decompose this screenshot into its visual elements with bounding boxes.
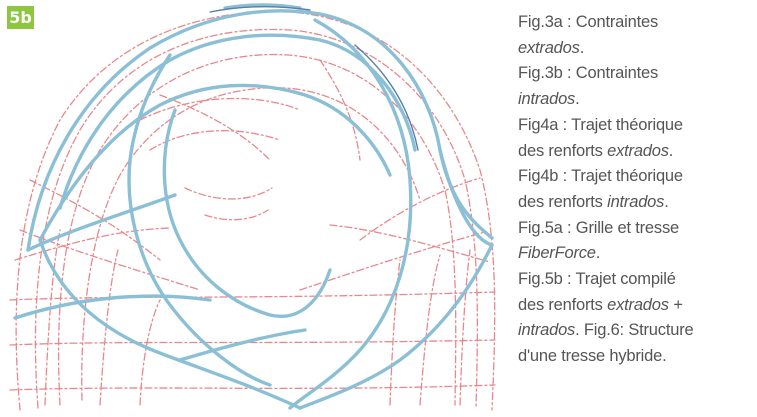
caption-italic-text: intrados <box>518 321 576 340</box>
caption-text: . <box>595 244 601 263</box>
caption-italic-text: extrados <box>518 38 580 57</box>
caption-text: Fig4b : Trajet théorique <box>518 167 683 186</box>
caption-line: intrados. Fig.6: Structure <box>518 318 753 344</box>
caption-text: Fig.5b : Trajet compilé <box>518 270 676 289</box>
caption-line: des renforts extrados + <box>518 293 753 319</box>
caption-line: des renforts extrados. <box>518 139 753 165</box>
dark-accent-lines <box>209 6 419 151</box>
caption-line: Fig.3a : Contraintes <box>518 10 753 36</box>
caption-text: . <box>579 38 585 57</box>
caption-line: d'une tresse hybride. <box>518 344 753 370</box>
caption-text: d'une tresse hybride. <box>518 347 667 366</box>
caption-line: intrados. <box>518 87 753 113</box>
caption-line: FiberForce. <box>518 241 753 267</box>
caption-italic-text: intrados <box>518 90 576 109</box>
caption-line: des renforts intrados. <box>518 190 753 216</box>
caption-line: Fig.3b : Contraintes <box>518 61 753 87</box>
caption-text: Fig4a : Trajet théorique <box>518 115 683 134</box>
blue-reinforcement-paths <box>13 3 494 410</box>
caption-line: Fig4a : Trajet théorique <box>518 113 753 139</box>
caption-line: Fig.5b : Trajet compilé <box>518 267 753 293</box>
caption-text: . <box>668 141 674 160</box>
caption-text: Fig.3a : Contraintes <box>518 13 658 31</box>
caption-line: extrados. <box>518 36 753 62</box>
caption-italic-text: extrados <box>607 141 669 160</box>
figure-label-badge: 5b <box>7 6 34 29</box>
caption-text: des renforts <box>518 295 608 314</box>
caption-text: des renforts <box>518 141 608 160</box>
caption-text: . Fig.6: Structure <box>575 321 694 340</box>
caption-italic-text: extrados + <box>607 295 683 314</box>
caption-text: . <box>575 90 580 109</box>
caption-line: Fig4b : Trajet théorique <box>518 164 753 190</box>
reinforcement-drawing <box>9 3 496 411</box>
caption-line: Fig.5a : Grille et tresse <box>518 216 753 242</box>
caption-text: Fig.3b : Contraintes <box>518 64 658 83</box>
red-grid-lines <box>9 11 496 411</box>
caption-text: des renforts <box>518 192 608 211</box>
caption-text: . <box>664 192 669 211</box>
figure-5b: 5b <box>7 3 496 411</box>
caption-text: Fig.5a : Grille et tresse <box>518 218 679 237</box>
figure-caption: Fig.3a : Contraintes extrados. Fig.3b : Co… <box>518 10 753 370</box>
caption-italic-text: intrados <box>607 192 665 211</box>
caption-italic-text: FiberForce <box>518 244 596 263</box>
